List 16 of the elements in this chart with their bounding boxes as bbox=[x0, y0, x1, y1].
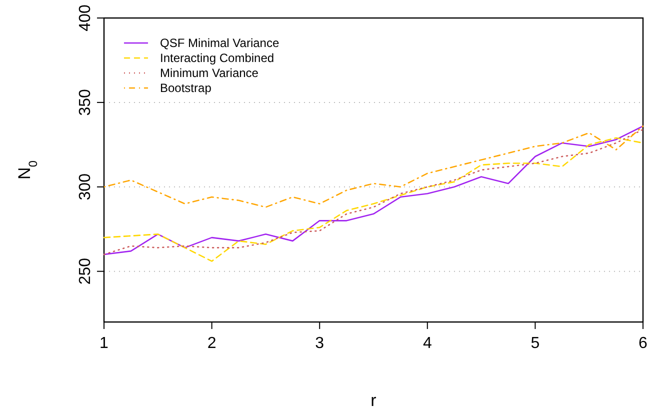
y-tick-label: 300 bbox=[77, 173, 94, 200]
y-tick-label: 400 bbox=[77, 4, 94, 32]
x-tick-label: 3 bbox=[315, 335, 324, 352]
y-tick-label: 250 bbox=[77, 258, 94, 285]
x-tick-label: 1 bbox=[100, 335, 109, 352]
x-tick-label: 5 bbox=[530, 335, 540, 352]
x-axis-title: r bbox=[370, 391, 377, 410]
legend-label: Interacting Combined bbox=[160, 51, 274, 65]
x-tick-label: 2 bbox=[207, 335, 216, 352]
x-tick-label: 4 bbox=[422, 335, 432, 352]
legend-label: Minimum Variance bbox=[160, 66, 259, 80]
legend-label: Bootstrap bbox=[160, 81, 212, 95]
y-tick-label: 350 bbox=[77, 89, 94, 116]
legend-label: QSF Minimal Variance bbox=[160, 36, 280, 50]
x-tick-label: 6 bbox=[638, 335, 648, 352]
line-series bbox=[103, 125, 644, 208]
